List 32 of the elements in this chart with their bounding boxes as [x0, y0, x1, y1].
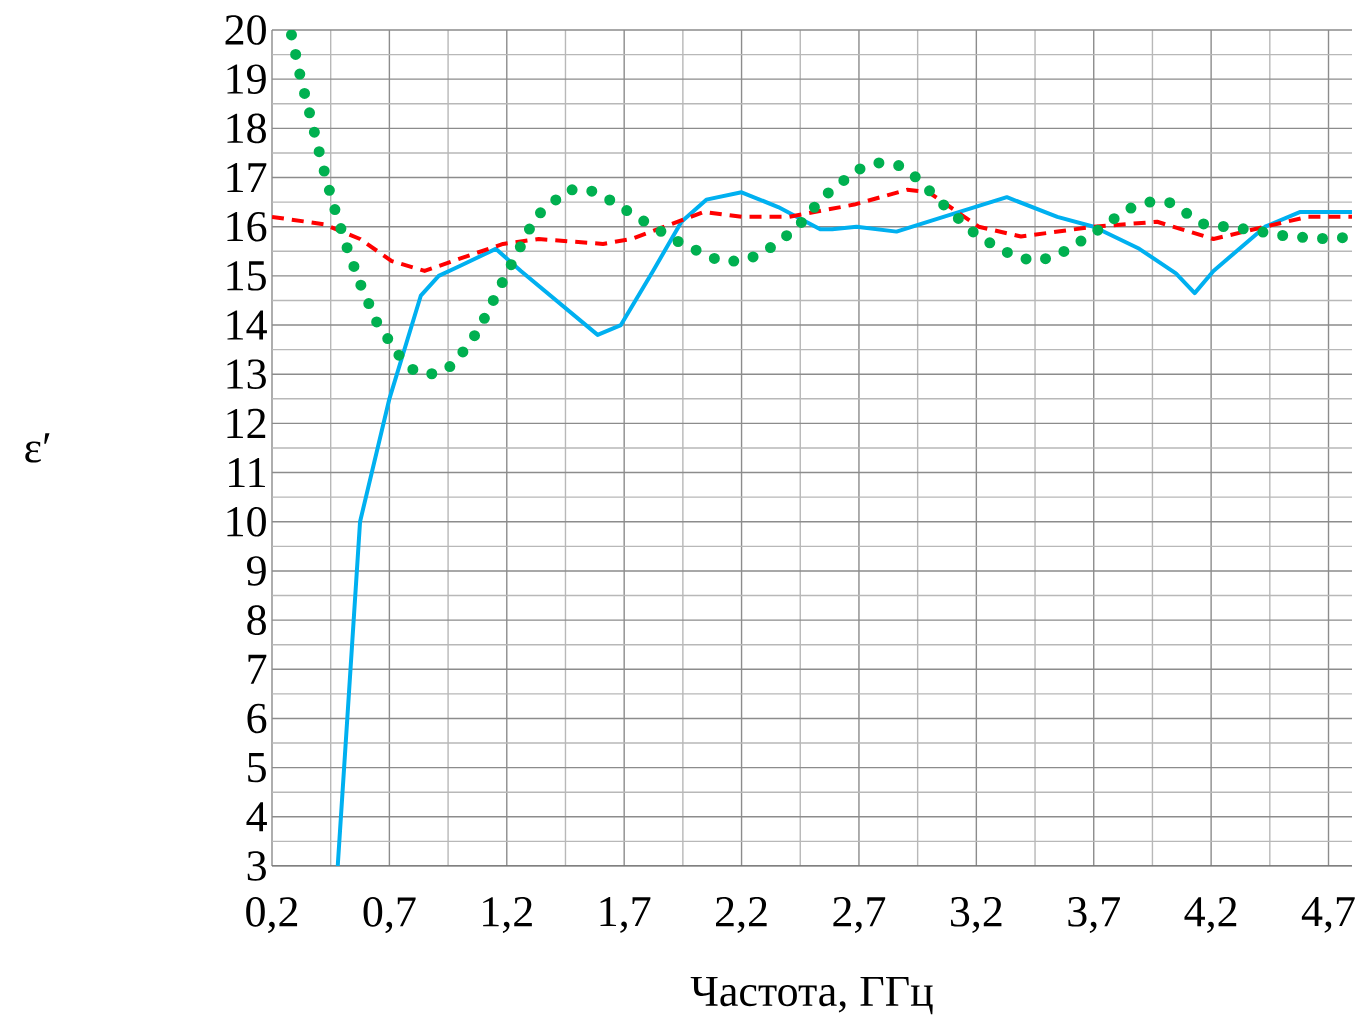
x-tick-label: 1,2	[483, 897, 532, 933]
y-tick-label: 20	[225, 15, 266, 45]
x-axis-title: Частота, ГГц	[690, 976, 933, 1015]
x-tick-label: 2,2	[716, 897, 767, 933]
y-tick-label: 15	[227, 261, 266, 291]
x-tick-label: 4,2	[1184, 897, 1237, 933]
line-series	[335, 190, 1352, 866]
y-tick-label: 16	[227, 211, 267, 242]
y-tick-label: 19	[227, 64, 266, 94]
y-tick-label: 4	[246, 802, 267, 832]
y-tick-label: 18	[227, 113, 266, 144]
x-tick-label: 2,7	[833, 897, 886, 933]
y-tick-label: 14	[227, 310, 267, 340]
y-tick-label: 17	[227, 163, 267, 193]
y-tick-label: 9	[247, 556, 266, 586]
x-tick-label: 3,2	[950, 897, 1002, 933]
y-tick-label: 5	[248, 753, 266, 783]
x-tick-label: 0,7	[363, 897, 416, 934]
y-tick-label: 13	[227, 359, 266, 390]
y-tick-label: 11	[229, 458, 265, 488]
line-series	[272, 187, 1352, 273]
y-axis-title: ε′	[25, 433, 50, 463]
x-tick-label: 0,2	[246, 897, 298, 934]
y-tick-label: 8	[247, 605, 266, 635]
y-tick-label: 7	[248, 654, 267, 684]
y-tick-label: 6	[247, 703, 267, 734]
y-tick-label: 12	[227, 408, 266, 438]
x-tick-label: 4,7	[1301, 897, 1355, 933]
x-tick-label: 3,7	[1068, 897, 1120, 933]
x-tick-label: 1,7	[600, 897, 651, 933]
y-tick-label: 10	[227, 506, 266, 537]
y-tick-label: 3	[247, 851, 266, 881]
